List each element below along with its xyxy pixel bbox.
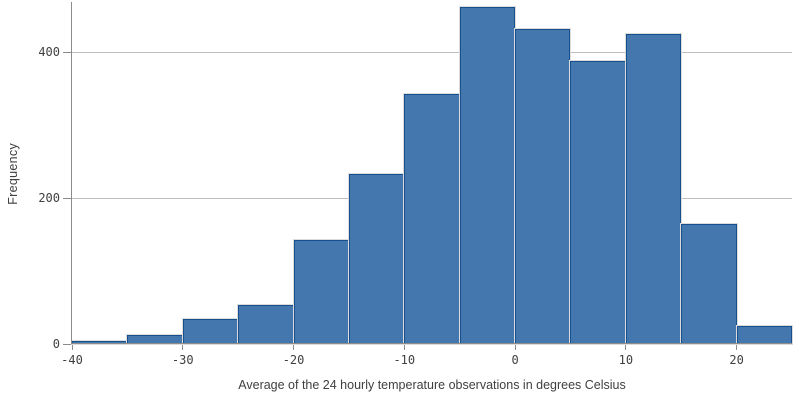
x-tick-label: 0 [511, 353, 519, 367]
x-axis-tick [71, 344, 73, 350]
x-axis-tick [182, 344, 184, 350]
y-axis-tick [63, 198, 71, 199]
x-axis-tick [403, 344, 405, 350]
y-axis-tick [63, 344, 71, 345]
histogram-bar[interactable] [459, 7, 516, 344]
y-tick-label: 400 [38, 45, 60, 59]
x-tick-label: 10 [618, 353, 634, 367]
histogram-bar[interactable] [348, 173, 405, 344]
x-tick-label: 20 [729, 353, 744, 367]
histogram-bar[interactable] [681, 223, 737, 344]
histogram-bar[interactable] [736, 325, 792, 344]
x-tick-label: -10 [393, 353, 416, 367]
y-tick-label: 200 [38, 191, 60, 205]
histogram-bar[interactable] [515, 29, 571, 344]
histogram-bar[interactable] [293, 239, 349, 344]
histogram-bar[interactable] [182, 319, 239, 344]
y-gridline [72, 52, 792, 53]
y-axis-line [71, 2, 72, 344]
histogram-bar[interactable] [238, 304, 294, 344]
x-tick-label: -30 [171, 353, 194, 367]
plot-area: 0 200 400 -40 -30 -20 -10 0 10 20 [38, 0, 792, 367]
x-tick-label: -40 [61, 353, 83, 367]
histogram-bar[interactable] [570, 61, 626, 344]
x-axis-line [71, 343, 792, 344]
histogram-bar[interactable] [404, 93, 460, 344]
histogram-bar[interactable] [625, 33, 682, 344]
x-axis-title: Average of the 24 hourly temperature obs… [238, 378, 626, 392]
x-axis-tick [736, 344, 738, 350]
x-axis-tick [293, 344, 295, 350]
x-axis-tick [625, 344, 627, 350]
x-tick-label: -20 [282, 353, 305, 367]
y-tick-label: 0 [52, 337, 60, 351]
x-axis-tick [514, 344, 516, 350]
y-axis-tick [63, 52, 71, 53]
